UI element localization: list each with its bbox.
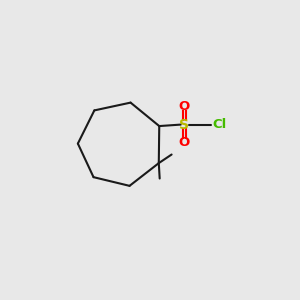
Text: O: O xyxy=(179,100,190,113)
Text: Cl: Cl xyxy=(213,118,227,131)
Text: O: O xyxy=(179,136,190,149)
Text: S: S xyxy=(179,118,189,132)
